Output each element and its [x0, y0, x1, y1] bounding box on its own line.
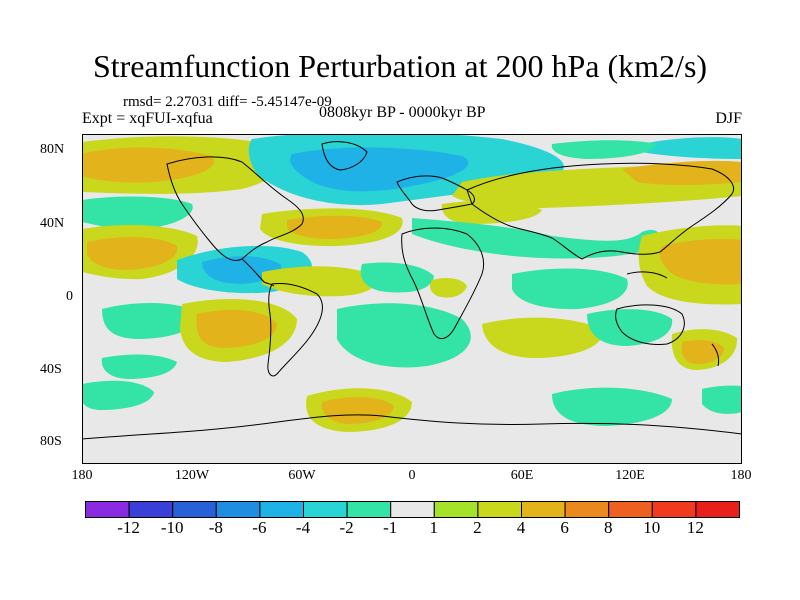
- lat-label-eq: 0: [66, 289, 73, 304]
- stats-text: rmsd= 2.27031 diff= -5.45147e-09: [123, 94, 332, 110]
- colorbar-label: 12: [686, 518, 704, 537]
- field-australia-negative: [587, 309, 673, 346]
- colorbar-label: -10: [160, 518, 184, 537]
- colorbar-box: [521, 501, 566, 518]
- coast-indonesia: [626, 271, 668, 279]
- colorbar-label: -1: [383, 518, 398, 537]
- map-frame: [82, 134, 742, 464]
- field-antarctic-west-negative: [82, 380, 154, 410]
- coast-new-zealand: [711, 343, 720, 367]
- field-south-pacific-negative: [102, 302, 202, 339]
- colorbar-label: 1: [429, 518, 439, 537]
- coast-north-america: [166, 156, 304, 261]
- colorbar-box: [695, 501, 740, 518]
- experiment-label: Expt = xqFUI-xqfua: [82, 110, 213, 127]
- colorbar-box: [608, 501, 653, 518]
- colorbar-label: 8: [603, 518, 613, 537]
- colorbar-box: [215, 501, 261, 518]
- colorbar-label: 6: [560, 518, 569, 537]
- colorbar-label: 10: [643, 518, 661, 537]
- colorbar-box: [259, 501, 304, 518]
- field-indian-ocean-negative: [512, 268, 628, 310]
- colorbar: [85, 501, 740, 518]
- coast-south-america: [267, 283, 323, 377]
- lon-label-60w: 60W: [288, 468, 316, 483]
- season-label: DJF: [715, 110, 742, 127]
- colorbar-box: [477, 501, 522, 518]
- field-antarctic-strong-positive: [321, 397, 394, 424]
- colorbar-label: -4: [295, 518, 311, 537]
- field-africa-positive: [429, 278, 467, 298]
- colorbar-label: -2: [339, 518, 354, 537]
- lat-label-40n: 40N: [40, 216, 65, 231]
- field-north-pacific-strong-positive: [87, 237, 178, 270]
- colorbar-label: 4: [516, 518, 526, 537]
- field-indian-south-positive: [482, 317, 603, 359]
- coast-antarctica: [82, 414, 742, 440]
- lon-label-120e: 120E: [615, 468, 645, 483]
- colorbar-box: [433, 501, 479, 518]
- lon-label-180e: 180: [730, 468, 752, 483]
- field-far-south-pacific-negative: [101, 354, 177, 379]
- field-south-pacific-strong-positive: [196, 309, 277, 348]
- colorbar-label: -6: [252, 518, 267, 537]
- field-pacific-west-negative: [82, 196, 193, 230]
- field-mideast-positive: [441, 200, 542, 224]
- colorbar-label: -8: [208, 518, 223, 537]
- coast-africa: [401, 227, 485, 340]
- colorbar-box: [128, 501, 174, 518]
- lat-label-80n: 80N: [40, 142, 65, 157]
- field-eurasia-strong-positive: [622, 160, 742, 185]
- field-arctic-strong-positive-west: [82, 147, 214, 183]
- colorbar-box: [346, 501, 392, 518]
- colorbar-box: [390, 501, 435, 518]
- lon-label-0: 0: [408, 468, 416, 483]
- coast-australia: [615, 304, 685, 345]
- field-north-atlantic-strong-negative: [290, 147, 469, 192]
- coastlines: [82, 141, 742, 440]
- chart-title: Streamfunction Perturbation at 200 hPa (…: [92, 48, 708, 84]
- period-label: 0808kyr BP - 0000kyr BP: [319, 104, 486, 121]
- field-pacific-north-negative: [642, 137, 742, 159]
- field-asia-negative: [412, 218, 662, 259]
- lon-label-180w: 180: [71, 468, 93, 483]
- field-antarctic-far-east-negative: [702, 385, 742, 414]
- field-siberia-negative: [551, 140, 657, 159]
- field-east-pacific-strong-negative: [202, 256, 282, 284]
- field-south-america-positive: [262, 266, 376, 297]
- coast-greenland: [321, 141, 368, 171]
- colorbar-label: -12: [117, 518, 140, 537]
- streamfunction-map: [82, 134, 742, 464]
- colorbar-box: [85, 501, 130, 518]
- field-atlantic-strong-positive: [287, 215, 383, 239]
- colorbar-box: [651, 501, 697, 518]
- lon-label-60e: 60E: [510, 468, 534, 483]
- colorbar-label: 2: [473, 518, 482, 537]
- field-west-pacific-strong-positive: [659, 238, 742, 285]
- lat-label-80s: 80S: [40, 434, 62, 449]
- lat-label-40s: 40S: [40, 362, 62, 377]
- lon-label-120w: 120W: [174, 468, 210, 483]
- field-antarctic-east-negative: [552, 387, 672, 426]
- coast-asia: [466, 162, 735, 260]
- field-south-atlantic-negative: [337, 303, 471, 368]
- colorbar-box: [172, 501, 217, 518]
- colorbar-box: [303, 501, 348, 518]
- colorbar-box: [564, 501, 610, 518]
